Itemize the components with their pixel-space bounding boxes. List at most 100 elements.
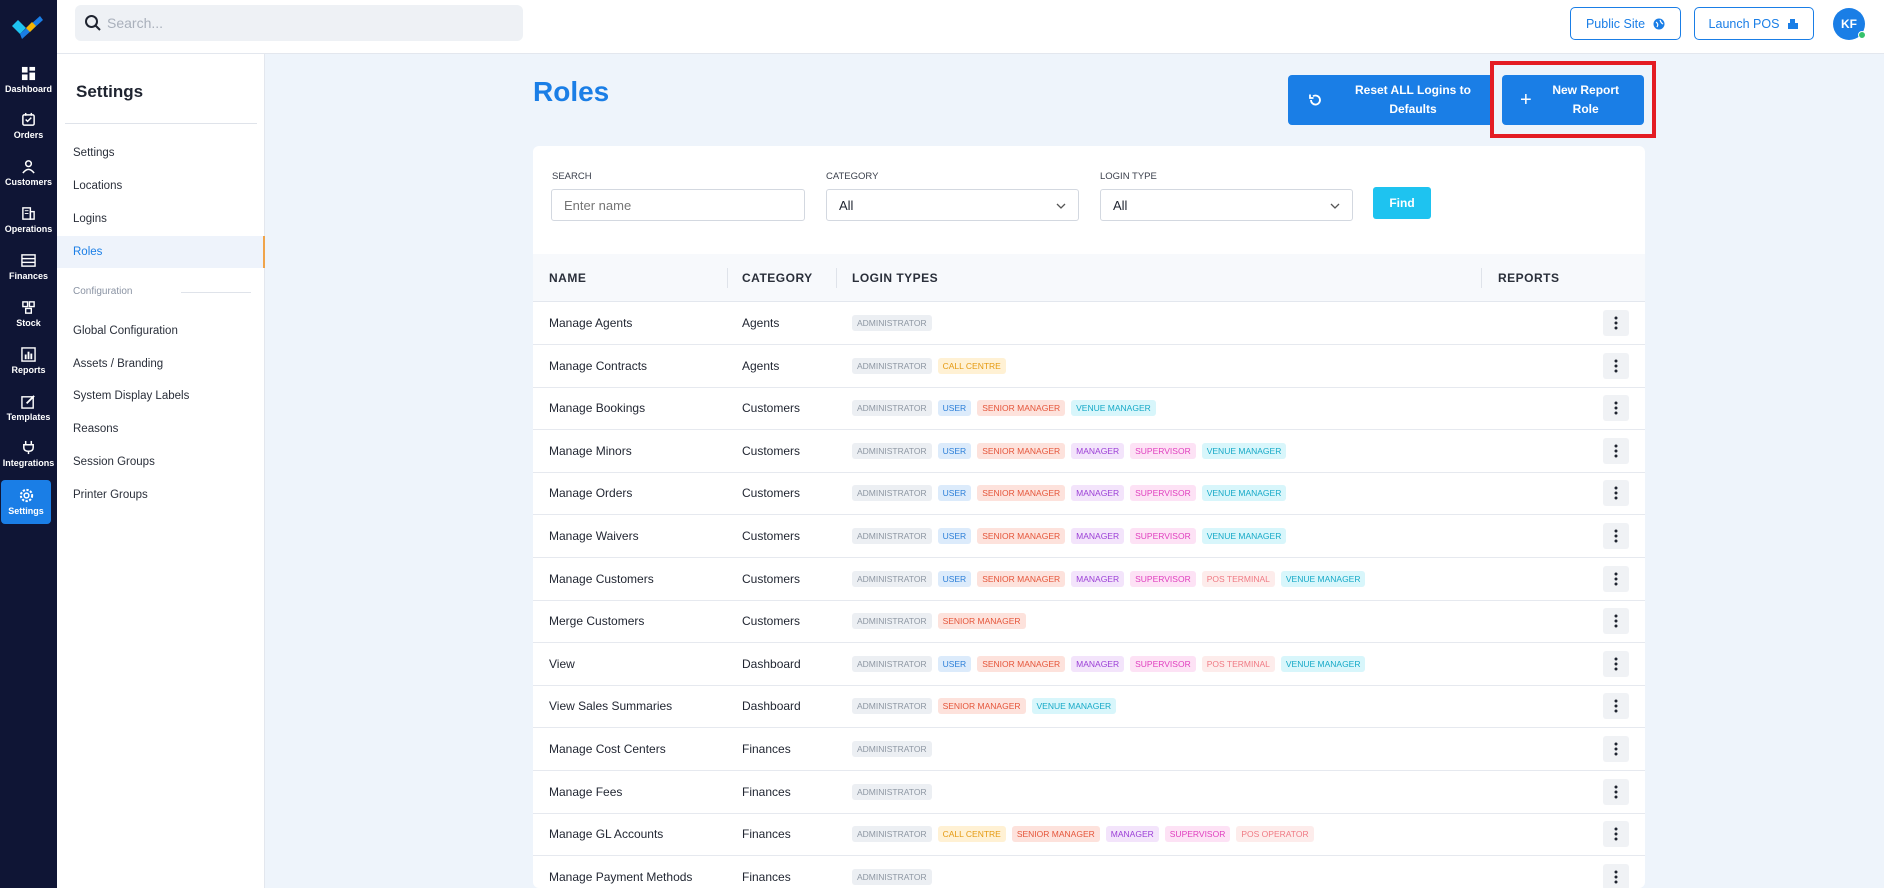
reset-logins-button[interactable]: Reset ALL Logins to Defaults [1288, 75, 1494, 125]
login-type-badge: SENIOR MANAGER [977, 400, 1066, 417]
row-actions-button[interactable] [1603, 693, 1629, 720]
row-actions-button[interactable] [1603, 608, 1629, 635]
table-row[interactable]: Manage Waivers Customers ADMINISTRATOR USER… [533, 515, 1645, 558]
sidebar-item-locations[interactable]: Locations [73, 180, 123, 192]
launch-pos-button[interactable]: Launch POS [1694, 7, 1814, 40]
sidebar-item-logins[interactable]: Logins [73, 213, 107, 225]
column-header-category[interactable]: CATEGORY [742, 271, 813, 285]
highlight-box [1490, 61, 1656, 138]
login-type-badge: ADMINISTRATOR [852, 442, 932, 459]
nav-item-integrations[interactable]: Integrations [0, 432, 57, 476]
row-actions-button[interactable] [1603, 480, 1629, 507]
role-name[interactable]: Manage Contracts [549, 358, 648, 373]
role-name[interactable]: Manage Orders [549, 486, 633, 501]
row-actions-button[interactable] [1603, 650, 1629, 677]
table-row[interactable]: Manage Cost Centers Finances ADMINISTRATOR [533, 728, 1645, 771]
table-row[interactable]: View Sales Summaries Dashboard ADMINISTRAT… [533, 685, 1645, 729]
row-actions-button[interactable] [1603, 778, 1629, 805]
table-row[interactable]: Manage Agents Agents ADMINISTRATOR [533, 302, 1645, 345]
sidebar-item-settings[interactable]: Settings [73, 147, 115, 159]
nav-item-dashboard[interactable]: Dashboard [0, 58, 57, 102]
row-actions-button[interactable] [1603, 395, 1629, 422]
row-actions-button[interactable] [1603, 352, 1629, 379]
login-type-badge: SUPERVISOR [1130, 442, 1196, 459]
login-type-badges: ADMINISTRATOR USER SENIOR MANAGER MANAGER SU… [852, 472, 1287, 514]
table-row[interactable]: Merge Customers Customers ADMINISTRATOR SEN… [533, 600, 1645, 644]
login-type-badge: SUPERVISOR [1130, 528, 1196, 544]
column-header-reports[interactable]: REPORTS [1498, 271, 1560, 285]
global-search[interactable] [75, 5, 523, 41]
nav-item-stock[interactable]: Stock [0, 292, 57, 336]
table-row[interactable]: Manage Fees Finances ADMINISTRATOR [533, 771, 1645, 814]
category-select[interactable]: All [826, 189, 1079, 221]
role-name[interactable]: Manage Fees [549, 784, 623, 799]
row-actions-button[interactable] [1603, 523, 1629, 549]
sidebar-item-global-configuration[interactable]: Global Configuration [73, 325, 178, 337]
more-vertical-icon [1614, 742, 1618, 756]
sidebar-item-system-display-labels[interactable]: System Display Labels [73, 390, 190, 402]
role-name[interactable]: Manage Payment Methods [549, 869, 693, 884]
row-actions-button[interactable] [1603, 565, 1629, 592]
table-row[interactable]: View Dashboard ADMINISTRATOR USER SENIOR MAN… [533, 643, 1645, 686]
login-type-badge: VENUE MANAGER [1201, 528, 1287, 544]
divider [65, 123, 257, 124]
login-type-badge: ADMINISTRATOR [852, 485, 932, 502]
more-vertical-icon [1614, 870, 1618, 884]
row-actions-button[interactable] [1603, 437, 1629, 464]
row-actions-button[interactable] [1603, 863, 1629, 888]
role-name[interactable]: View [549, 656, 575, 671]
row-actions-button[interactable] [1603, 310, 1629, 336]
sidebar-item-session-groups[interactable]: Session Groups [73, 456, 155, 468]
sidebar-item-roles[interactable]: Roles [57, 236, 265, 268]
row-actions-button[interactable] [1603, 821, 1629, 848]
nav-item-operations[interactable]: Operations [0, 198, 57, 242]
role-name[interactable]: Merge Customers [549, 614, 645, 629]
login-type-badge: ADMINISTRATOR [852, 826, 932, 843]
role-name[interactable]: Manage Customers [549, 571, 654, 586]
table-row[interactable]: Manage Payment Methods Finances ADMINISTRA… [533, 856, 1645, 888]
sidebar-item-assets-branding[interactable]: Assets / Branding [73, 358, 164, 370]
role-name[interactable]: View Sales Summaries [549, 699, 673, 714]
nav-item-settings[interactable]: Settings [1, 480, 51, 524]
login-type-badge: CALL CENTRE [937, 826, 1006, 843]
table-row[interactable]: Manage GL Accounts Finances ADMINISTRATOR C… [533, 813, 1645, 857]
search-input[interactable] [551, 189, 805, 221]
role-name[interactable]: Manage Waivers [549, 529, 639, 543]
table-row[interactable]: Manage Minors Customers ADMINISTRATOR USER S… [533, 430, 1645, 473]
row-actions-button[interactable] [1603, 736, 1629, 762]
table-row[interactable]: Manage Customers Customers ADMINISTRATOR US… [533, 558, 1645, 601]
find-button[interactable]: Find [1373, 187, 1431, 219]
table-row[interactable]: Manage Orders Customers ADMINISTRATOR USER S… [533, 472, 1645, 516]
role-name[interactable]: Manage Bookings [549, 401, 646, 416]
role-category: Finances [742, 742, 791, 756]
sidebar-title: Settings [76, 82, 144, 101]
login-type-badges: ADMINISTRATOR USER SENIOR MANAGER MANAGER SU… [852, 558, 1366, 600]
more-vertical-icon [1614, 785, 1618, 799]
column-header-login-types[interactable]: LOGIN TYPES [852, 271, 939, 285]
nav-item-orders[interactable]: Orders [0, 104, 57, 148]
more-vertical-icon [1614, 529, 1618, 543]
customers-icon [22, 160, 35, 174]
logo-icon[interactable] [10, 12, 44, 42]
table-row[interactable]: Manage Contracts Agents ADMINISTRATOR CALL … [533, 345, 1645, 388]
global-search-input[interactable] [107, 5, 507, 41]
login-type-select[interactable]: All [1100, 189, 1353, 221]
login-type-value: All [1113, 197, 1128, 213]
globe-icon [1653, 18, 1665, 29]
nav-item-customers[interactable]: Customers [0, 151, 57, 195]
sidebar-item-printer-groups[interactable]: Printer Groups [73, 489, 148, 501]
role-name[interactable]: Manage GL Accounts [549, 827, 664, 842]
nav-item-templates[interactable]: Templates [0, 386, 57, 430]
nav-item-finances[interactable]: Finances [0, 245, 57, 289]
role-name[interactable]: Manage Minors [549, 443, 632, 458]
nav-item-reports[interactable]: Reports [0, 339, 57, 383]
table-header: NAME CATEGORY LOGIN TYPES REPORTS [533, 254, 1645, 302]
table-row[interactable]: Manage Bookings Customers ADMINISTRATOR USE… [533, 387, 1645, 431]
role-name[interactable]: Manage Agents [549, 316, 633, 330]
public-site-button[interactable]: Public Site [1570, 7, 1681, 40]
new-report-role-button[interactable]: + New Report Role [1502, 75, 1644, 125]
sidebar-item-reasons[interactable]: Reasons [73, 423, 119, 435]
column-header-name[interactable]: NAME [549, 271, 587, 285]
login-type-badge: POS TERMINAL [1201, 570, 1275, 587]
role-name[interactable]: Manage Cost Centers [549, 742, 666, 756]
